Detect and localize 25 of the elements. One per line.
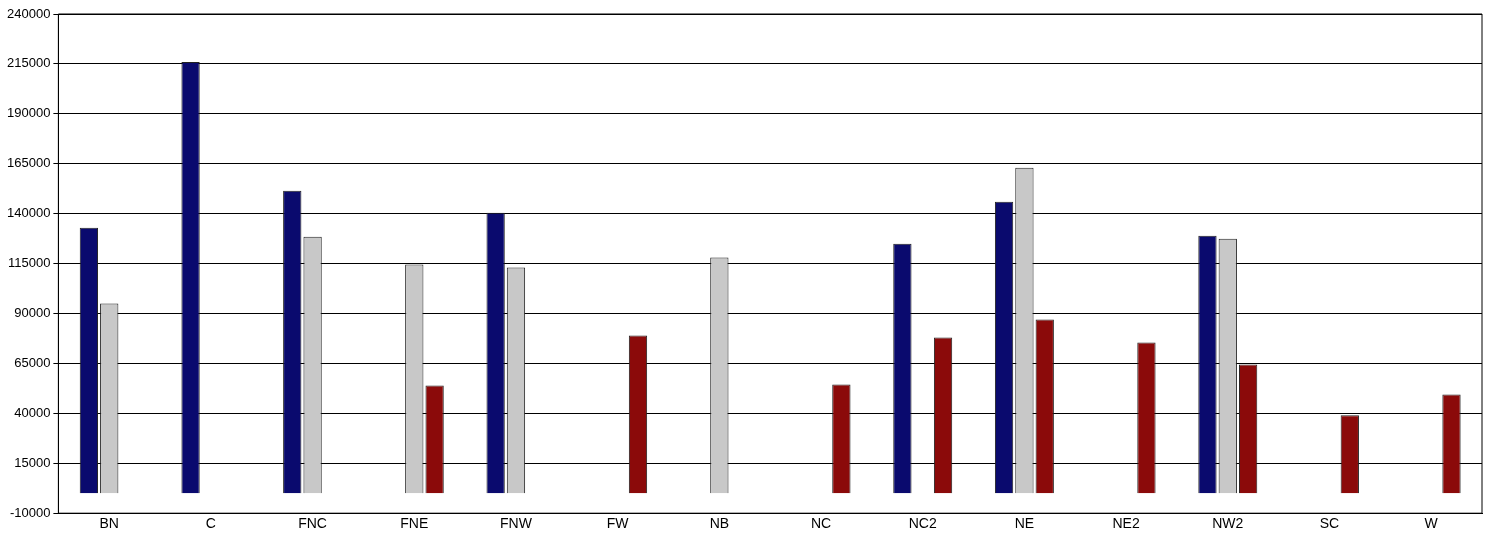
x-tick-label: NE (1014, 515, 1035, 532)
x-tick-label: FNW (500, 515, 533, 532)
x-tick-label: NC2 (908, 515, 937, 532)
x-tick-label: FNC (298, 515, 327, 532)
x-tick-label: NB (709, 515, 730, 532)
x-tick-label: C (205, 515, 216, 532)
x-tick-label: FNE (400, 515, 429, 532)
y-tick-label: 140000 (6, 205, 51, 221)
x-tick-label: BN (99, 515, 119, 532)
y-tick-label: 215000 (6, 55, 51, 71)
y-tick-label: 115000 (7, 255, 51, 271)
y-tick-label: 90000 (14, 305, 51, 321)
y-tick-label: 190000 (6, 105, 51, 121)
x-tick-label: SC (1319, 515, 1340, 532)
y-tick-label: 165000 (6, 155, 51, 171)
y-tick-label: 15000 (14, 454, 51, 470)
x-tick-label: NE2 (1112, 515, 1140, 532)
x-tick-label: NW2 (1212, 515, 1244, 532)
y-tick-label: 65000 (14, 355, 51, 371)
y-tick-label: -10000 (9, 504, 51, 520)
x-tick-label: NC (810, 515, 832, 532)
x-tick-label: W (1424, 515, 1439, 532)
y-tick-label: 40000 (14, 404, 51, 420)
x-tick-label: FW (606, 515, 630, 532)
y-tick-label: 240000 (6, 5, 51, 21)
